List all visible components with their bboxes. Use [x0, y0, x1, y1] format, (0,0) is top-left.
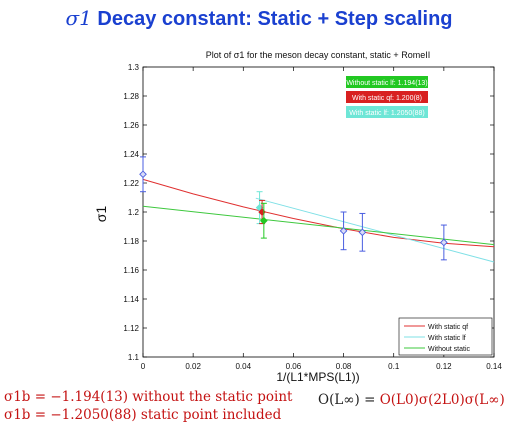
legend-entry: Without static — [428, 346, 471, 353]
y-tick-label: 1.16 — [123, 266, 139, 275]
data-point — [339, 211, 348, 251]
annotation-2: With static qf: 1.200(8) — [346, 91, 428, 103]
data-point — [358, 212, 367, 252]
title-text: Decay constant: Static + Step scaling — [97, 8, 453, 30]
x-tick-label: 0.14 — [486, 362, 502, 371]
x-tick-label: 0.04 — [235, 362, 251, 371]
y-tick-label: 1.2 — [128, 208, 140, 217]
annotation-box — [346, 91, 428, 103]
point-marker — [260, 216, 268, 225]
y-tick-label: 1.22 — [123, 179, 139, 188]
data-point — [260, 202, 268, 239]
series-line-with-static-qf — [142, 178, 495, 248]
x-tick-label: 0.06 — [286, 362, 302, 371]
legend-entry: With static qf — [428, 324, 468, 331]
chart-title: Plot of σ1 for the meson decay constant,… — [206, 50, 430, 60]
x-axis-ticks: 0 0.02 0.04 0.06 0.08 0.1 0.12 0.14 — [141, 67, 502, 371]
x-tick-label: 0.1 — [388, 362, 400, 371]
data-point — [139, 156, 147, 193]
series-line-without-static — [142, 205, 495, 246]
formula-lhs: O(L∞) = — [318, 392, 376, 408]
legend: With static qf With static lf Without stat… — [398, 317, 493, 356]
formula-rhs: O(L0)σ(2L0)σ(L∞) — [379, 392, 505, 408]
data-points — [139, 156, 448, 261]
scaling-formula: O(L∞) = O(L0)σ(2L0)σ(L∞) — [318, 392, 505, 408]
point-marker — [339, 227, 348, 235]
point-marker — [358, 228, 367, 237]
y-tick-label: 1.28 — [123, 92, 139, 101]
y-tick-label: 1.3 — [128, 63, 140, 72]
plot-area — [142, 66, 495, 358]
x-tick-label: 0.02 — [185, 362, 201, 371]
point-marker — [139, 170, 147, 179]
legend-entry: With static lf — [428, 335, 466, 342]
note-static-included: σ1b = −1.2050(88) static point included — [4, 407, 282, 423]
y-tick-label: 1.18 — [123, 237, 139, 246]
annotation-box — [346, 106, 428, 118]
y-tick-label: 1.14 — [123, 295, 139, 304]
x-tick-label: 0.08 — [336, 362, 352, 371]
x-axis-label: 1/(L1*MPS(L1)) — [276, 370, 359, 384]
note-without-static: σ1b = −1.194(13) without the static poin… — [4, 389, 293, 405]
slide-title: σ1 Decay constant: Static + Step scaling — [0, 6, 518, 31]
x-tick-label: 0.12 — [436, 362, 452, 371]
annotation-text: Without static lf: 1.194(13) — [346, 80, 427, 87]
data-point — [440, 224, 448, 261]
annotation-text: With static qf: 1.200(8) — [352, 95, 422, 102]
annotation-box — [346, 76, 428, 88]
y-tick-label: 1.12 — [123, 324, 139, 333]
y-axis-label: σ1 — [93, 206, 109, 223]
series-lines — [142, 178, 495, 263]
x-tick-label: 0 — [141, 362, 146, 371]
annotation-text: With static lf: 1.2050(88) — [349, 110, 424, 117]
y-tick-label: 1.26 — [123, 121, 139, 130]
y-tick-label: 1.1 — [128, 353, 140, 362]
annotation-1: Without static lf: 1.194(13) — [346, 76, 428, 88]
title-sigma-symbol: σ1 — [65, 6, 92, 30]
annotation-3: With static lf: 1.2050(88) — [346, 106, 428, 118]
y-tick-label: 1.24 — [123, 150, 139, 159]
y-axis-ticks: 1.1 1.12 1.14 1.16 1.18 1.2 1.22 1.24 1.26 1.28 1.… — [123, 63, 494, 362]
series-line-with-static-lf — [255, 197, 495, 263]
annotation-boxes: Without static lf: 1.194(13) With static … — [346, 76, 428, 118]
point-marker — [440, 238, 448, 247]
